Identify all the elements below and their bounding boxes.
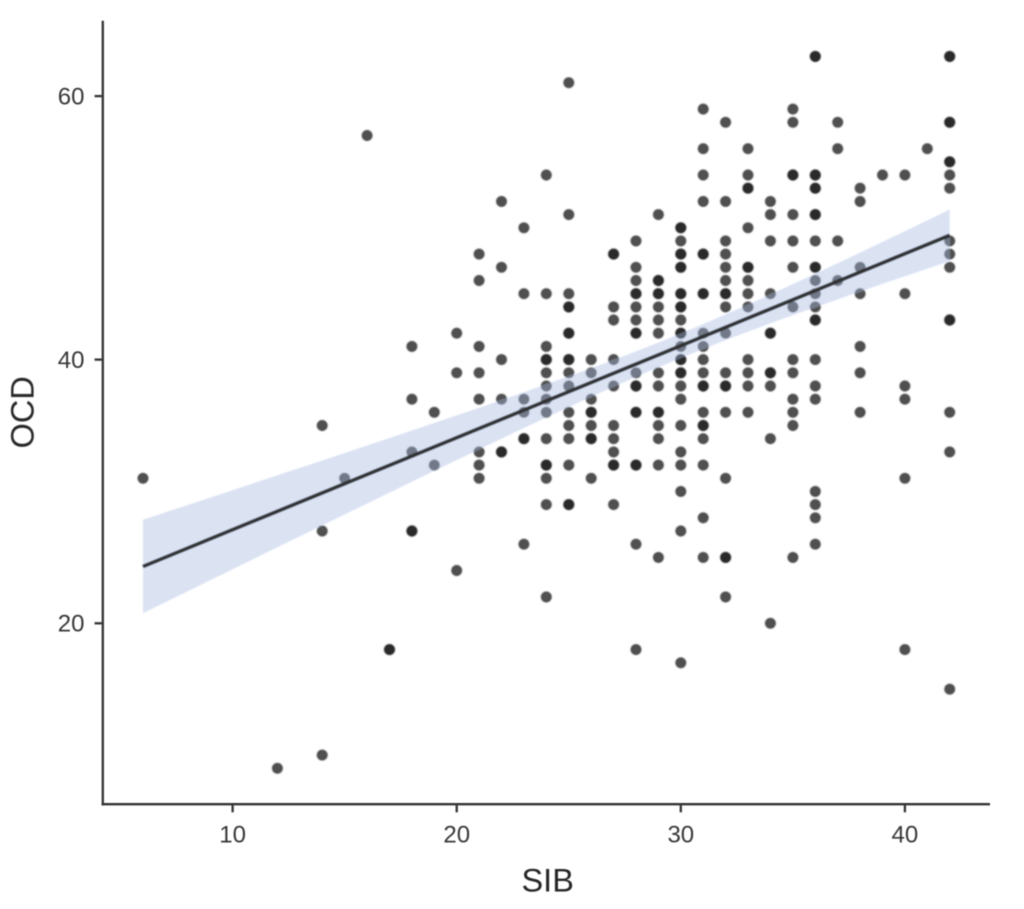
svg-text:OCD: OCD xyxy=(5,376,41,448)
svg-text:20: 20 xyxy=(443,822,470,849)
svg-text:60: 60 xyxy=(58,83,85,110)
svg-text:20: 20 xyxy=(58,611,85,638)
svg-text:SIB: SIB xyxy=(522,863,574,899)
svg-text:30: 30 xyxy=(667,822,694,849)
svg-text:40: 40 xyxy=(58,347,85,374)
svg-text:40: 40 xyxy=(892,822,919,849)
svg-text:10: 10 xyxy=(219,822,246,849)
